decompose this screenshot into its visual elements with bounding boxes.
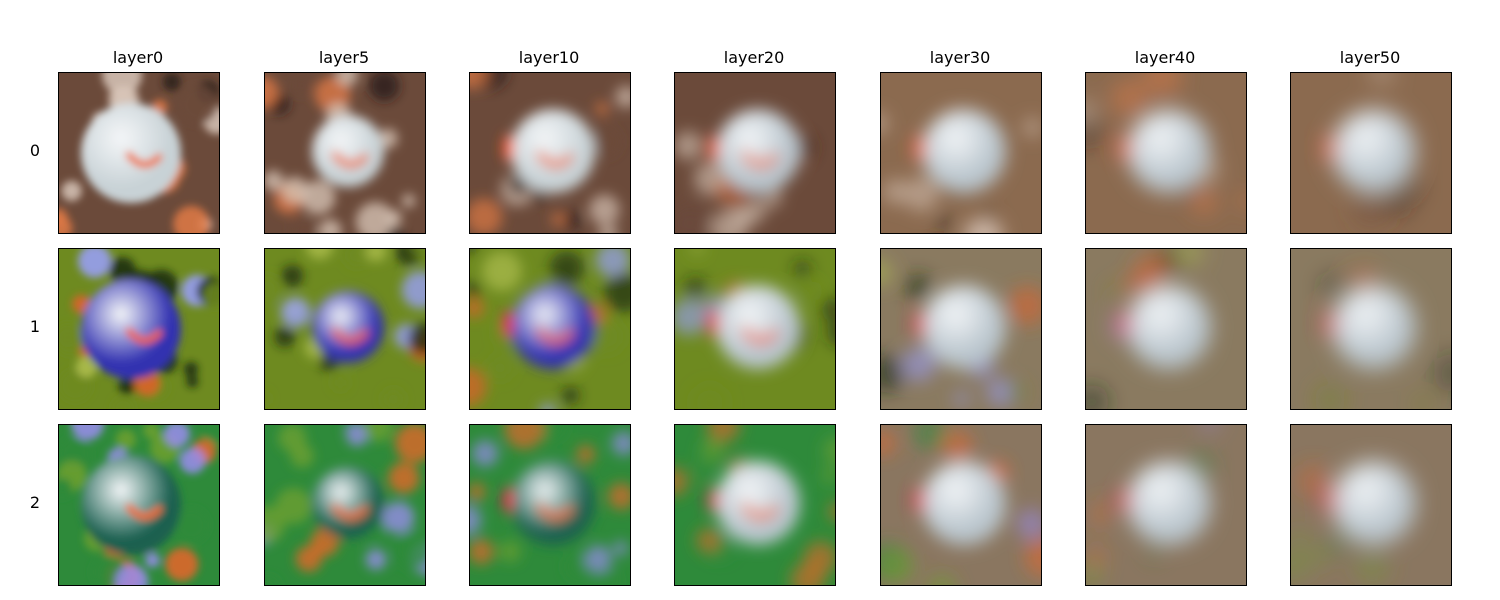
row-label-0: 0 — [29, 141, 41, 160]
image-panel-r0-c1 — [264, 72, 426, 234]
image-panel-r0-c2 — [469, 72, 631, 234]
row-label-1: 1 — [29, 317, 41, 336]
image-panel-r1-c3 — [674, 248, 836, 410]
image-panel-r0-c3 — [674, 72, 836, 234]
image-panel-r0-c6 — [1290, 72, 1452, 234]
image-panel-r1-c1 — [264, 248, 426, 410]
image-panel-r1-c4 — [880, 248, 1042, 410]
image-panel-r2-c1 — [264, 424, 426, 586]
image-panel-r2-c0 — [58, 424, 220, 586]
column-title-1: layer5 — [318, 48, 370, 67]
column-title-6: layer50 — [1339, 48, 1401, 67]
image-panel-r2-c4 — [880, 424, 1042, 586]
image-panel-r0-c5 — [1085, 72, 1247, 234]
image-panel-r1-c2 — [469, 248, 631, 410]
image-panel-r2-c5 — [1085, 424, 1247, 586]
row-label-2: 2 — [29, 493, 41, 512]
image-panel-r1-c6 — [1290, 248, 1452, 410]
column-title-0: layer0 — [112, 48, 164, 67]
column-title-5: layer40 — [1134, 48, 1196, 67]
image-panel-r1-c5 — [1085, 248, 1247, 410]
image-panel-r2-c3 — [674, 424, 836, 586]
image-panel-r2-c2 — [469, 424, 631, 586]
image-panel-r2-c6 — [1290, 424, 1452, 586]
image-panel-r0-c0 — [58, 72, 220, 234]
column-title-3: layer20 — [723, 48, 785, 67]
image-panel-r1-c0 — [58, 248, 220, 410]
column-title-4: layer30 — [929, 48, 991, 67]
image-panel-r0-c4 — [880, 72, 1042, 234]
column-title-2: layer10 — [518, 48, 580, 67]
